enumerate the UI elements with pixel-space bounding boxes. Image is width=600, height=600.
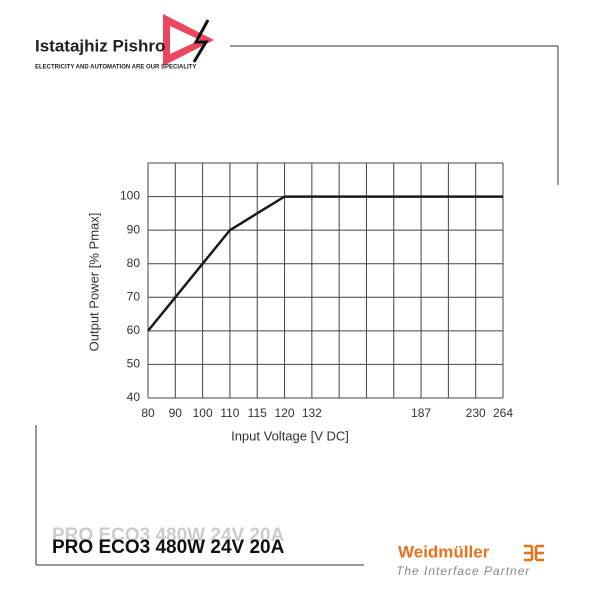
x-tick-label: 80 <box>141 406 155 420</box>
product-title-shadow: PRO ECO3 480W 24V 20A <box>52 525 285 546</box>
y-tick-label: 40 <box>127 390 141 404</box>
x-tick-label: 120 <box>275 406 295 420</box>
y-tick-label: 70 <box>127 289 141 303</box>
y-tick-label: 80 <box>127 256 141 270</box>
x-tick-label: 100 <box>193 406 213 420</box>
y-tick-label: 90 <box>127 222 141 236</box>
y-tick-label: 50 <box>127 357 141 371</box>
product-title: PRO ECO3 480W 24V 20A <box>52 537 285 558</box>
chart: Input Voltage [V DC] Output Power [% Pma… <box>86 162 513 443</box>
x-tick-label: 132 <box>302 406 322 420</box>
x-axis-label: Input Voltage [V DC] <box>231 428 349 443</box>
y-tick-label: 60 <box>127 323 141 337</box>
maker-logo <box>524 544 544 562</box>
x-tick-label: 264 <box>493 406 513 420</box>
y-axis-label: Output Power [% Pmax] <box>86 213 101 352</box>
x-tick-label: 187 <box>411 406 431 420</box>
logo-icon <box>163 14 214 66</box>
x-tick-label: 90 <box>169 406 183 420</box>
brand-name: Istatajhiz Pishro <box>35 36 165 55</box>
maker-slogan: The Interface Partner <box>396 564 530 578</box>
x-tick-label: 115 <box>248 406 267 420</box>
brand-tagline: ELECTRICITY AND AUTOMATION ARE OUR SPECI… <box>35 65 196 71</box>
x-tick-label: 230 <box>466 406 486 420</box>
maker-name: Weidmüller <box>398 542 490 561</box>
data-line <box>147 195 503 332</box>
y-tick-label: 100 <box>120 189 140 203</box>
x-tick-label: 110 <box>220 406 239 420</box>
